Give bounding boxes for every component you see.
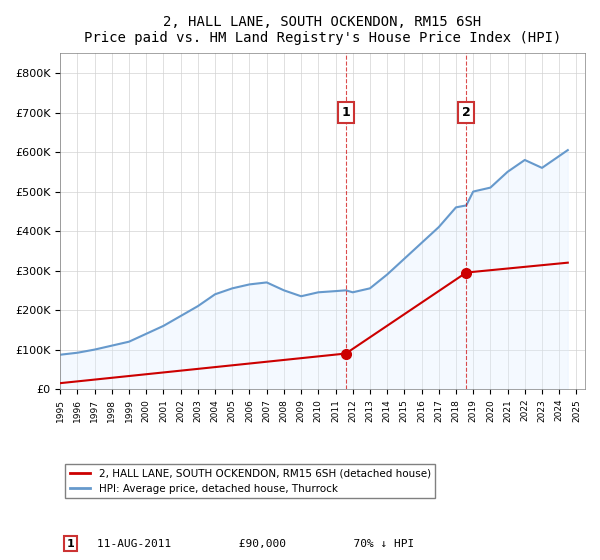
Text: 1: 1: [67, 539, 74, 549]
Legend: 2, HALL LANE, SOUTH OCKENDON, RM15 6SH (detached house), HPI: Average price, det: 2, HALL LANE, SOUTH OCKENDON, RM15 6SH (…: [65, 464, 435, 498]
Text: 2: 2: [462, 106, 470, 119]
Text: 1: 1: [341, 106, 350, 119]
Text: 11-AUG-2011          £90,000          70% ↓ HPI: 11-AUG-2011 £90,000 70% ↓ HPI: [97, 539, 414, 549]
Title: 2, HALL LANE, SOUTH OCKENDON, RM15 6SH
Price paid vs. HM Land Registry's House P: 2, HALL LANE, SOUTH OCKENDON, RM15 6SH P…: [84, 15, 561, 45]
